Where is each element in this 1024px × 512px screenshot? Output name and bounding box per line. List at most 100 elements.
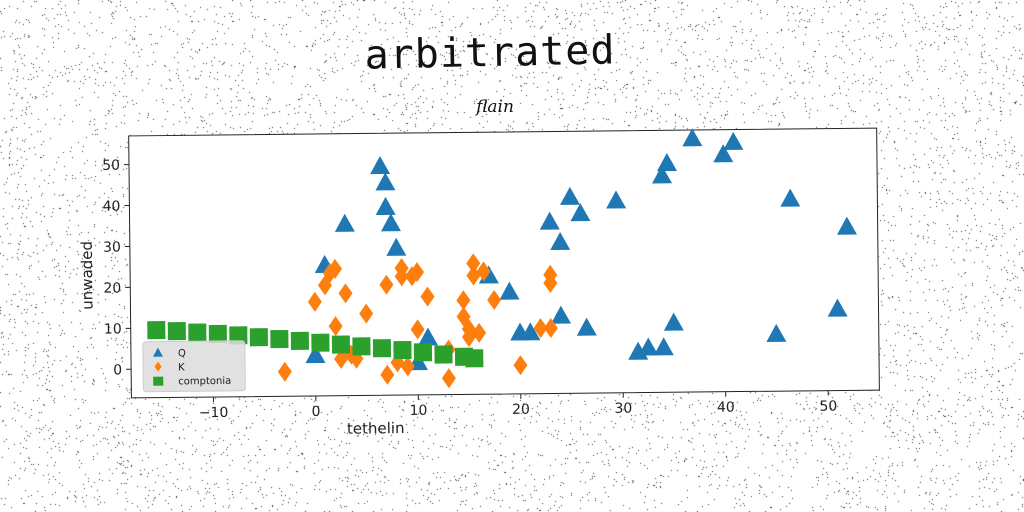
point-k — [466, 253, 481, 274]
x-axis-label: tethelin — [347, 419, 405, 438]
y-tick-label: 30 — [103, 240, 121, 256]
y-tick-label: 20 — [103, 280, 121, 296]
y-tick-label: 10 — [104, 321, 122, 337]
point-q — [560, 186, 581, 205]
point-k — [338, 283, 353, 304]
point-k — [380, 364, 395, 385]
point-comptonia — [465, 349, 484, 368]
legend-box — [142, 340, 246, 393]
legend-entry: comptonia — [153, 376, 231, 388]
point-k — [533, 318, 548, 339]
point-q — [520, 322, 541, 341]
point-k — [394, 266, 409, 287]
x-tick-label: 10 — [409, 403, 427, 419]
point-k — [410, 319, 425, 340]
chart-subtitle: flain — [476, 97, 514, 117]
point-k — [543, 318, 558, 339]
point-q — [663, 312, 684, 331]
legend-marker — [154, 361, 162, 372]
point-comptonia — [290, 331, 309, 350]
point-comptonia — [147, 321, 166, 340]
point-k — [441, 368, 456, 389]
point-q — [638, 337, 659, 356]
y-axis-label: unwaded — [78, 241, 97, 310]
point-k — [476, 261, 491, 282]
point-q — [551, 305, 572, 324]
plot-frame — [128, 127, 880, 399]
point-comptonia — [331, 335, 351, 354]
point-k — [359, 303, 374, 324]
point-k — [404, 266, 419, 287]
point-q — [499, 281, 520, 300]
point-k — [277, 361, 292, 382]
point-k — [410, 262, 425, 283]
y-tick-label: 40 — [103, 199, 121, 215]
point-q — [723, 131, 744, 150]
x-tick-label: 30 — [614, 401, 632, 417]
point-comptonia — [434, 345, 453, 364]
x-tick-label: 20 — [512, 402, 530, 418]
point-comptonia — [208, 324, 227, 344]
point-q — [837, 216, 858, 235]
point-q — [827, 298, 848, 317]
point-q — [380, 213, 401, 232]
point-q — [418, 327, 439, 346]
point-q — [653, 337, 674, 356]
point-comptonia — [249, 328, 268, 347]
point-k — [400, 356, 415, 377]
point-q — [370, 156, 391, 175]
y-tick-label: 0 — [113, 362, 122, 378]
y-axis-ticks: 0 10 20 30 40 50 — [102, 158, 132, 378]
point-k — [334, 348, 349, 369]
point-q — [334, 213, 355, 232]
point-k — [487, 289, 502, 310]
point-q — [766, 323, 787, 342]
point-comptonia — [311, 333, 330, 352]
point-k — [420, 286, 435, 307]
point-comptonia — [229, 326, 248, 345]
point-k — [513, 355, 528, 376]
legend-entry: K — [154, 361, 185, 373]
point-comptonia — [372, 339, 392, 358]
legend-marker — [153, 376, 164, 386]
point-comptonia — [270, 329, 289, 349]
point-q — [713, 144, 734, 163]
point-k — [466, 265, 481, 286]
x-tick-label: 50 — [819, 399, 837, 415]
point-q — [570, 203, 591, 222]
point-k — [543, 272, 558, 293]
point-k — [322, 263, 337, 284]
point-comptonia — [188, 323, 207, 342]
point-k — [328, 258, 343, 279]
point-q — [780, 188, 801, 207]
legend-entry: Q — [152, 347, 186, 359]
legend-label: Q — [178, 348, 186, 359]
point-comptonia — [352, 337, 371, 356]
point-k — [472, 322, 487, 343]
point-q — [576, 317, 597, 336]
point-k — [317, 275, 332, 296]
point-k — [307, 291, 322, 312]
point-q — [606, 190, 627, 209]
point-q — [305, 345, 326, 364]
x-tick-label: 0 — [311, 404, 320, 420]
point-comptonia — [393, 340, 412, 360]
point-k — [328, 316, 343, 337]
point-k — [379, 274, 394, 295]
point-k — [461, 318, 476, 339]
y-tick-label: 50 — [102, 158, 120, 174]
point-comptonia — [167, 322, 186, 341]
point-q — [550, 231, 571, 251]
point-q — [652, 165, 673, 184]
point-q — [375, 196, 396, 216]
x-axis-ticks: −10 0 10 20 30 40 50 — [199, 390, 837, 421]
point-q — [375, 172, 396, 191]
point-comptonia — [413, 343, 433, 362]
point-q — [657, 153, 678, 172]
legend-label: comptonia — [178, 376, 231, 388]
legend-marker — [152, 347, 163, 357]
x-tick-label: −10 — [199, 405, 229, 421]
legend-label: K — [178, 362, 185, 373]
